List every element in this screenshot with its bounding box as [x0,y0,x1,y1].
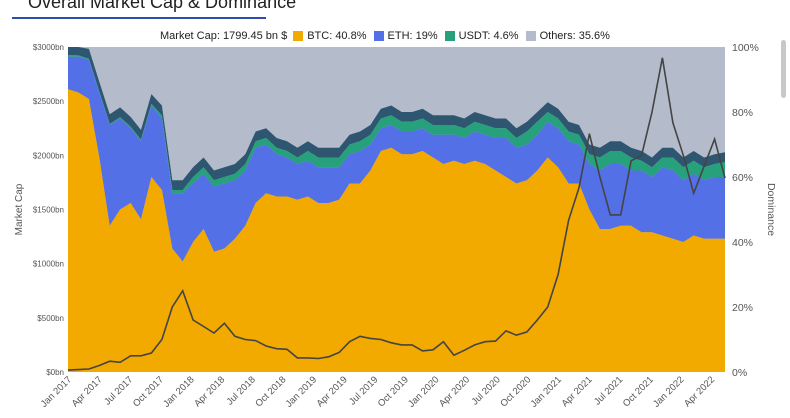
page-title: Overall Market Cap & Dominance [28,0,297,12]
title-underline [12,17,266,19]
x-tick-label: Oct 2019 [376,374,411,409]
legend-item-usdt[interactable]: USDT: 4.6% [444,30,519,42]
series-area-top-band [68,47,725,190]
legend-item-btc[interactable]: BTC: 40.8% [293,30,367,42]
legend-swatch-btc [293,31,304,41]
series-area-eth [68,56,725,262]
y-tick-label-right: 60% [732,172,753,184]
x-tick-label: Jan 2018 [161,374,196,409]
x-tick-label: Jan 2017 [39,374,74,409]
x-tick-label: Jan 2019 [284,374,319,409]
x-tick-label: Jul 2020 [470,374,503,407]
series-area-usdt [68,55,725,194]
x-tick-label: Oct 2021 [621,374,656,409]
x-tick-label: Jan 2021 [529,374,564,409]
x-tick-label: Jul 2017 [102,374,135,407]
legend-item-others[interactable]: Others: 35.6% [525,30,610,42]
legend-market-cap-total: Market Cap: 1799.45 bn $ [160,30,288,42]
legend-swatch-others [525,31,536,41]
legend-label-others: Others: 35.6% [539,30,610,42]
y-tick-label-right: 80% [732,107,753,119]
x-tick-label: Jan 2022 [651,374,686,409]
y-tick-label-left: $0bn [46,368,64,377]
x-tick-label: Apr 2022 [682,374,717,409]
x-tick-label: Apr 2018 [192,374,227,409]
x-tick-label: Apr 2020 [437,374,472,409]
y-axis-title-left: Market Cap [14,183,25,235]
y-tick-label-left: $1500bn [33,206,64,215]
y-tick-label-left: $500bn [37,314,64,323]
y-tick-label-right: 40% [732,237,753,249]
x-tick-label: Apr 2021 [560,374,595,409]
x-tick-label: Jan 2020 [406,374,441,409]
y-tick-label-left: $1000bn [33,260,64,269]
legend-label-eth: ETH: 19% [387,30,438,42]
y-axis-title-right: Dominance [765,183,777,236]
legend-label-btc: BTC: 40.8% [307,30,367,42]
x-tick-label: Oct 2020 [498,374,533,409]
legend-item-eth[interactable]: ETH: 19% [373,30,438,42]
x-tick-label: Oct 2018 [253,374,288,409]
legend-label-usdt: USDT: 4.6% [458,30,519,42]
y-tick-label-left: $2500bn [33,97,64,106]
series-line-market-cap [67,57,726,371]
x-tick-label: Apr 2017 [70,374,105,409]
y-tick-label-right: 20% [732,302,753,314]
y-tick-label-left: $3000bn [33,43,64,52]
y-tick-label-right: 0% [732,367,747,379]
series-area-btc [68,89,725,373]
y-tick-label-right: 100% [732,42,759,54]
legend-swatch-usdt [444,31,455,41]
y-tick-label-left: $2000bn [33,151,64,160]
page-scrollbar[interactable] [781,40,786,98]
x-tick-label: Apr 2019 [315,374,350,409]
x-tick-label: Oct 2017 [131,374,166,409]
legend-swatch-eth [373,31,384,41]
chart-legend: Market Cap: 1799.45 bn $ BTC: 40.8% ETH:… [160,28,617,44]
x-tick-label: Jul 2019 [347,374,380,407]
x-tick-label: Jul 2018 [225,374,258,407]
x-tick-label: Jul 2021 [592,374,625,407]
